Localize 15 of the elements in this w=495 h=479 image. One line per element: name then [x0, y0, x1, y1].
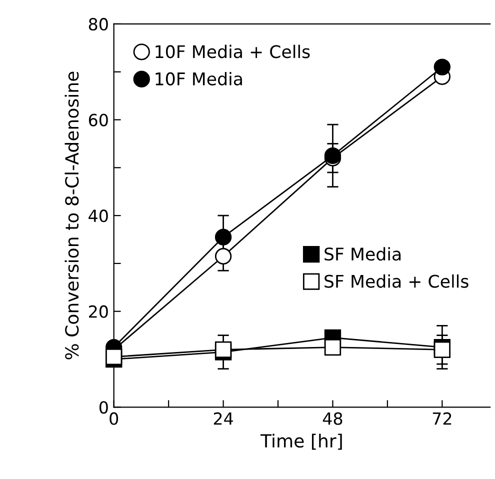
legend-label: SF Media [324, 247, 401, 261]
y-tick-label: 40 [88, 210, 108, 222]
legend-label: 10F Media + Cells [156, 44, 310, 58]
legend-label: 10F Media [156, 72, 242, 86]
x-tick-label: 0 [110, 412, 118, 425]
y-tick-label: 60 [88, 114, 108, 126]
y-axis-title: % Conversion to 8-Cl-Adenosine [64, 72, 79, 360]
y-tick-label: 20 [89, 305, 108, 318]
y-tick-label: 0 [99, 401, 108, 414]
x-axis-title: Time [hr] [260, 434, 342, 450]
x-tick-label: 48 [322, 412, 342, 425]
legend-label: SF Media + Cells [324, 274, 468, 288]
y-tick-label: 80 [88, 18, 108, 31]
x-tick-label: 72 [432, 412, 452, 425]
x-tick-label: 24 [214, 412, 233, 425]
